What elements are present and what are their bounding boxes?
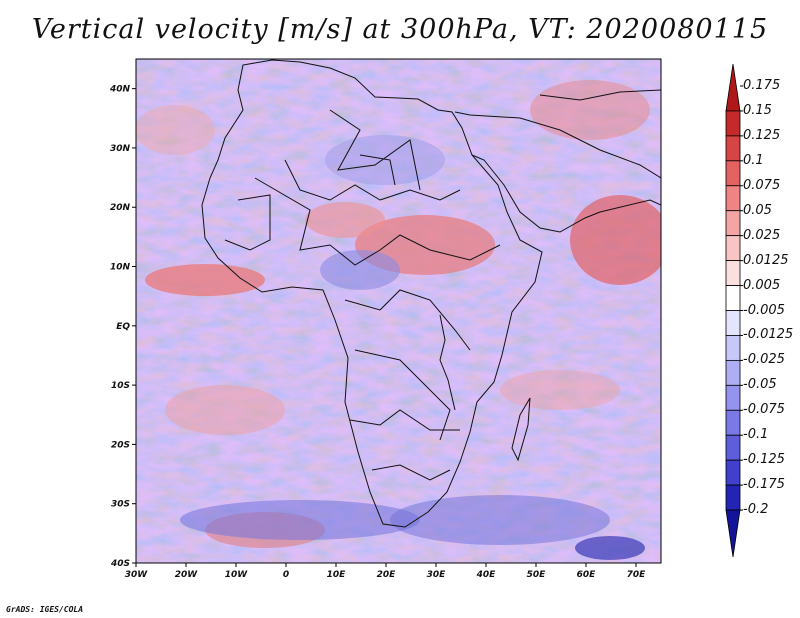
- lat-tick-label: 40N: [109, 85, 131, 95]
- colorbar-label: 0.175: [743, 78, 781, 93]
- lon-tick-label: 20E: [377, 570, 397, 580]
- lon-tick-label: 0: [283, 570, 289, 580]
- colorbar-label: -0.0125: [743, 327, 794, 343]
- lat-tick-label: 30S: [111, 500, 130, 510]
- colorbar-segment: [725, 285, 741, 311]
- colorbar-segment: [725, 434, 741, 461]
- lon-tick-label: 10E: [327, 570, 347, 580]
- colorbar-label: 0.005: [743, 277, 781, 293]
- colorbar-segment: [725, 260, 741, 286]
- lon-tick-label: 20W: [175, 570, 199, 580]
- colorbar-segment: [725, 63, 741, 112]
- colorbar-segment: [725, 310, 741, 336]
- credit-text: GrADS: IGES/COLA: [6, 605, 84, 614]
- colorbar-label: -0.175: [743, 477, 785, 493]
- map-frame: [135, 58, 662, 564]
- colorbar-segment: [725, 235, 741, 262]
- colorbar-label: -0.025: [743, 352, 785, 368]
- colorbar-segment: [725, 484, 741, 511]
- lon-tick-label: 10W: [225, 570, 249, 580]
- lon-tick-label: 50E: [527, 570, 547, 580]
- colorbar-label: 0.15: [743, 102, 772, 118]
- colorbar-label: -0.005: [743, 302, 785, 318]
- colorbar: [725, 63, 743, 558]
- colorbar-label: -0.125: [743, 452, 785, 468]
- lat-tick-label: EQ: [116, 322, 130, 332]
- lat-tick-label: 30N: [110, 144, 131, 154]
- lon-tick-label: 30E: [427, 570, 447, 580]
- lat-tick-label: 10S: [111, 381, 130, 391]
- colorbar-segment: [725, 384, 741, 411]
- colorbar-label: 0.0125: [743, 252, 789, 268]
- colorbar-segment: [725, 335, 741, 361]
- colorbar-segment: [725, 210, 741, 237]
- colorbar-segment: [725, 359, 741, 386]
- colorbar-label: 0.1: [743, 152, 764, 168]
- colorbar-segment: [725, 459, 741, 486]
- lon-tick-label: 40E: [476, 570, 497, 580]
- colorbar-label: 0.075: [743, 177, 781, 193]
- lon-tick-label: 70E: [627, 570, 647, 580]
- colorbar-segment: [725, 135, 741, 162]
- colorbar-label: 0.025: [743, 227, 781, 243]
- colorbar-segment: [725, 110, 741, 137]
- lon-tick-label: 30W: [125, 570, 149, 580]
- colorbar-label: -0.05: [743, 377, 777, 393]
- colorbar-label: -0.1: [743, 427, 769, 443]
- lat-tick-label: 20N: [110, 203, 131, 213]
- colorbar-segment: [725, 509, 741, 558]
- lat-tick-label: 40S: [110, 559, 130, 569]
- colorbar-segment: [725, 160, 741, 187]
- lat-tick-label: 20S: [111, 440, 130, 450]
- colorbar-label: -0.2: [743, 502, 769, 518]
- colorbar-segment: [725, 409, 741, 436]
- colorbar-label: -0.075: [743, 402, 785, 418]
- lat-tick-label: 10N: [110, 263, 131, 273]
- colorbar-segment: [725, 185, 741, 212]
- velocity-field: [136, 59, 661, 563]
- lon-tick-label: 60E: [577, 570, 597, 580]
- colorbar-label: 0.125: [743, 127, 781, 143]
- colorbar-label: 0.05: [743, 202, 772, 218]
- coastlines: [201, 59, 661, 528]
- map-title: Vertical velocity [m/s] at 300hPa, VT: 2…: [31, 14, 769, 45]
